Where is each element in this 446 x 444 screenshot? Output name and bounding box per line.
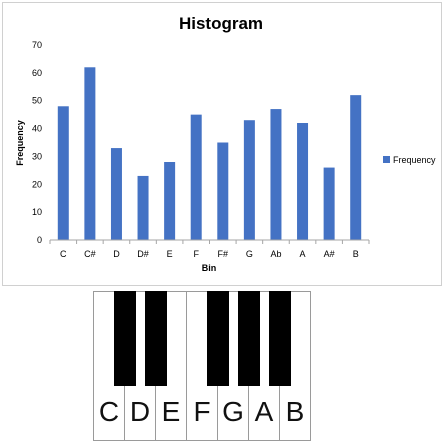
x-tick-label: E [167, 249, 173, 259]
x-tick-label: D# [137, 249, 149, 259]
histogram-bar [297, 123, 309, 240]
key-label: D [129, 396, 151, 427]
histogram-bar [350, 95, 362, 241]
x-tick-label: D [113, 249, 120, 259]
histogram-bar [190, 114, 202, 240]
x-tick-label: G [246, 249, 253, 259]
key-label: A [254, 396, 274, 427]
legend-swatch [383, 156, 390, 163]
legend-label: Frequency [393, 155, 436, 165]
histogram-bar [217, 142, 229, 240]
histogram-bar [243, 120, 255, 240]
y-tick-label: 10 [32, 207, 42, 217]
x-tick-label: B [353, 249, 359, 259]
black-key[interactable] [114, 291, 136, 386]
y-axis-title: Frequency [15, 120, 25, 166]
y-tick-label: 40 [32, 124, 42, 134]
x-tick-label: A# [324, 249, 335, 259]
x-tick-label: F# [218, 249, 229, 259]
histogram-bar [57, 106, 69, 241]
key-label: G [222, 396, 244, 427]
y-tick-label: 50 [32, 96, 42, 106]
black-key[interactable] [269, 291, 291, 386]
black-key[interactable] [207, 291, 229, 386]
black-key[interactable] [145, 291, 167, 386]
histogram-bar [84, 67, 96, 241]
x-tick-label: A [300, 249, 306, 259]
key-label: C [98, 396, 120, 427]
histogram-bar [270, 109, 282, 240]
x-axis-title: Bin [202, 263, 217, 273]
histogram-chart: Histogram 0 10 20 30 40 50 60 70 C C# D D# E F F# G Ab A… [15, 14, 436, 273]
y-tick-label: 30 [32, 151, 42, 161]
y-tick-label: 60 [32, 68, 42, 78]
histogram-bar [323, 167, 335, 240]
x-tick-label: Ab [270, 249, 281, 259]
y-tick-label: 70 [32, 40, 42, 50]
x-tick-label: C [60, 249, 67, 259]
key-label: E [161, 396, 181, 427]
chart-title: Histogram [179, 14, 263, 33]
histogram-bar [110, 148, 122, 240]
x-tick-label: F [193, 249, 199, 259]
histogram-bar [137, 175, 149, 240]
key-label: F [193, 396, 211, 427]
histogram-bar [164, 162, 176, 240]
y-tick-label: 0 [37, 235, 42, 245]
chart-frame: Histogram 0 10 20 30 40 50 60 70 C C# D D# E F F# G Ab A… [2, 2, 442, 286]
x-tick-label: C# [84, 249, 96, 259]
black-key[interactable] [238, 291, 260, 386]
key-label: B [285, 396, 305, 427]
y-tick-label: 20 [32, 179, 42, 189]
